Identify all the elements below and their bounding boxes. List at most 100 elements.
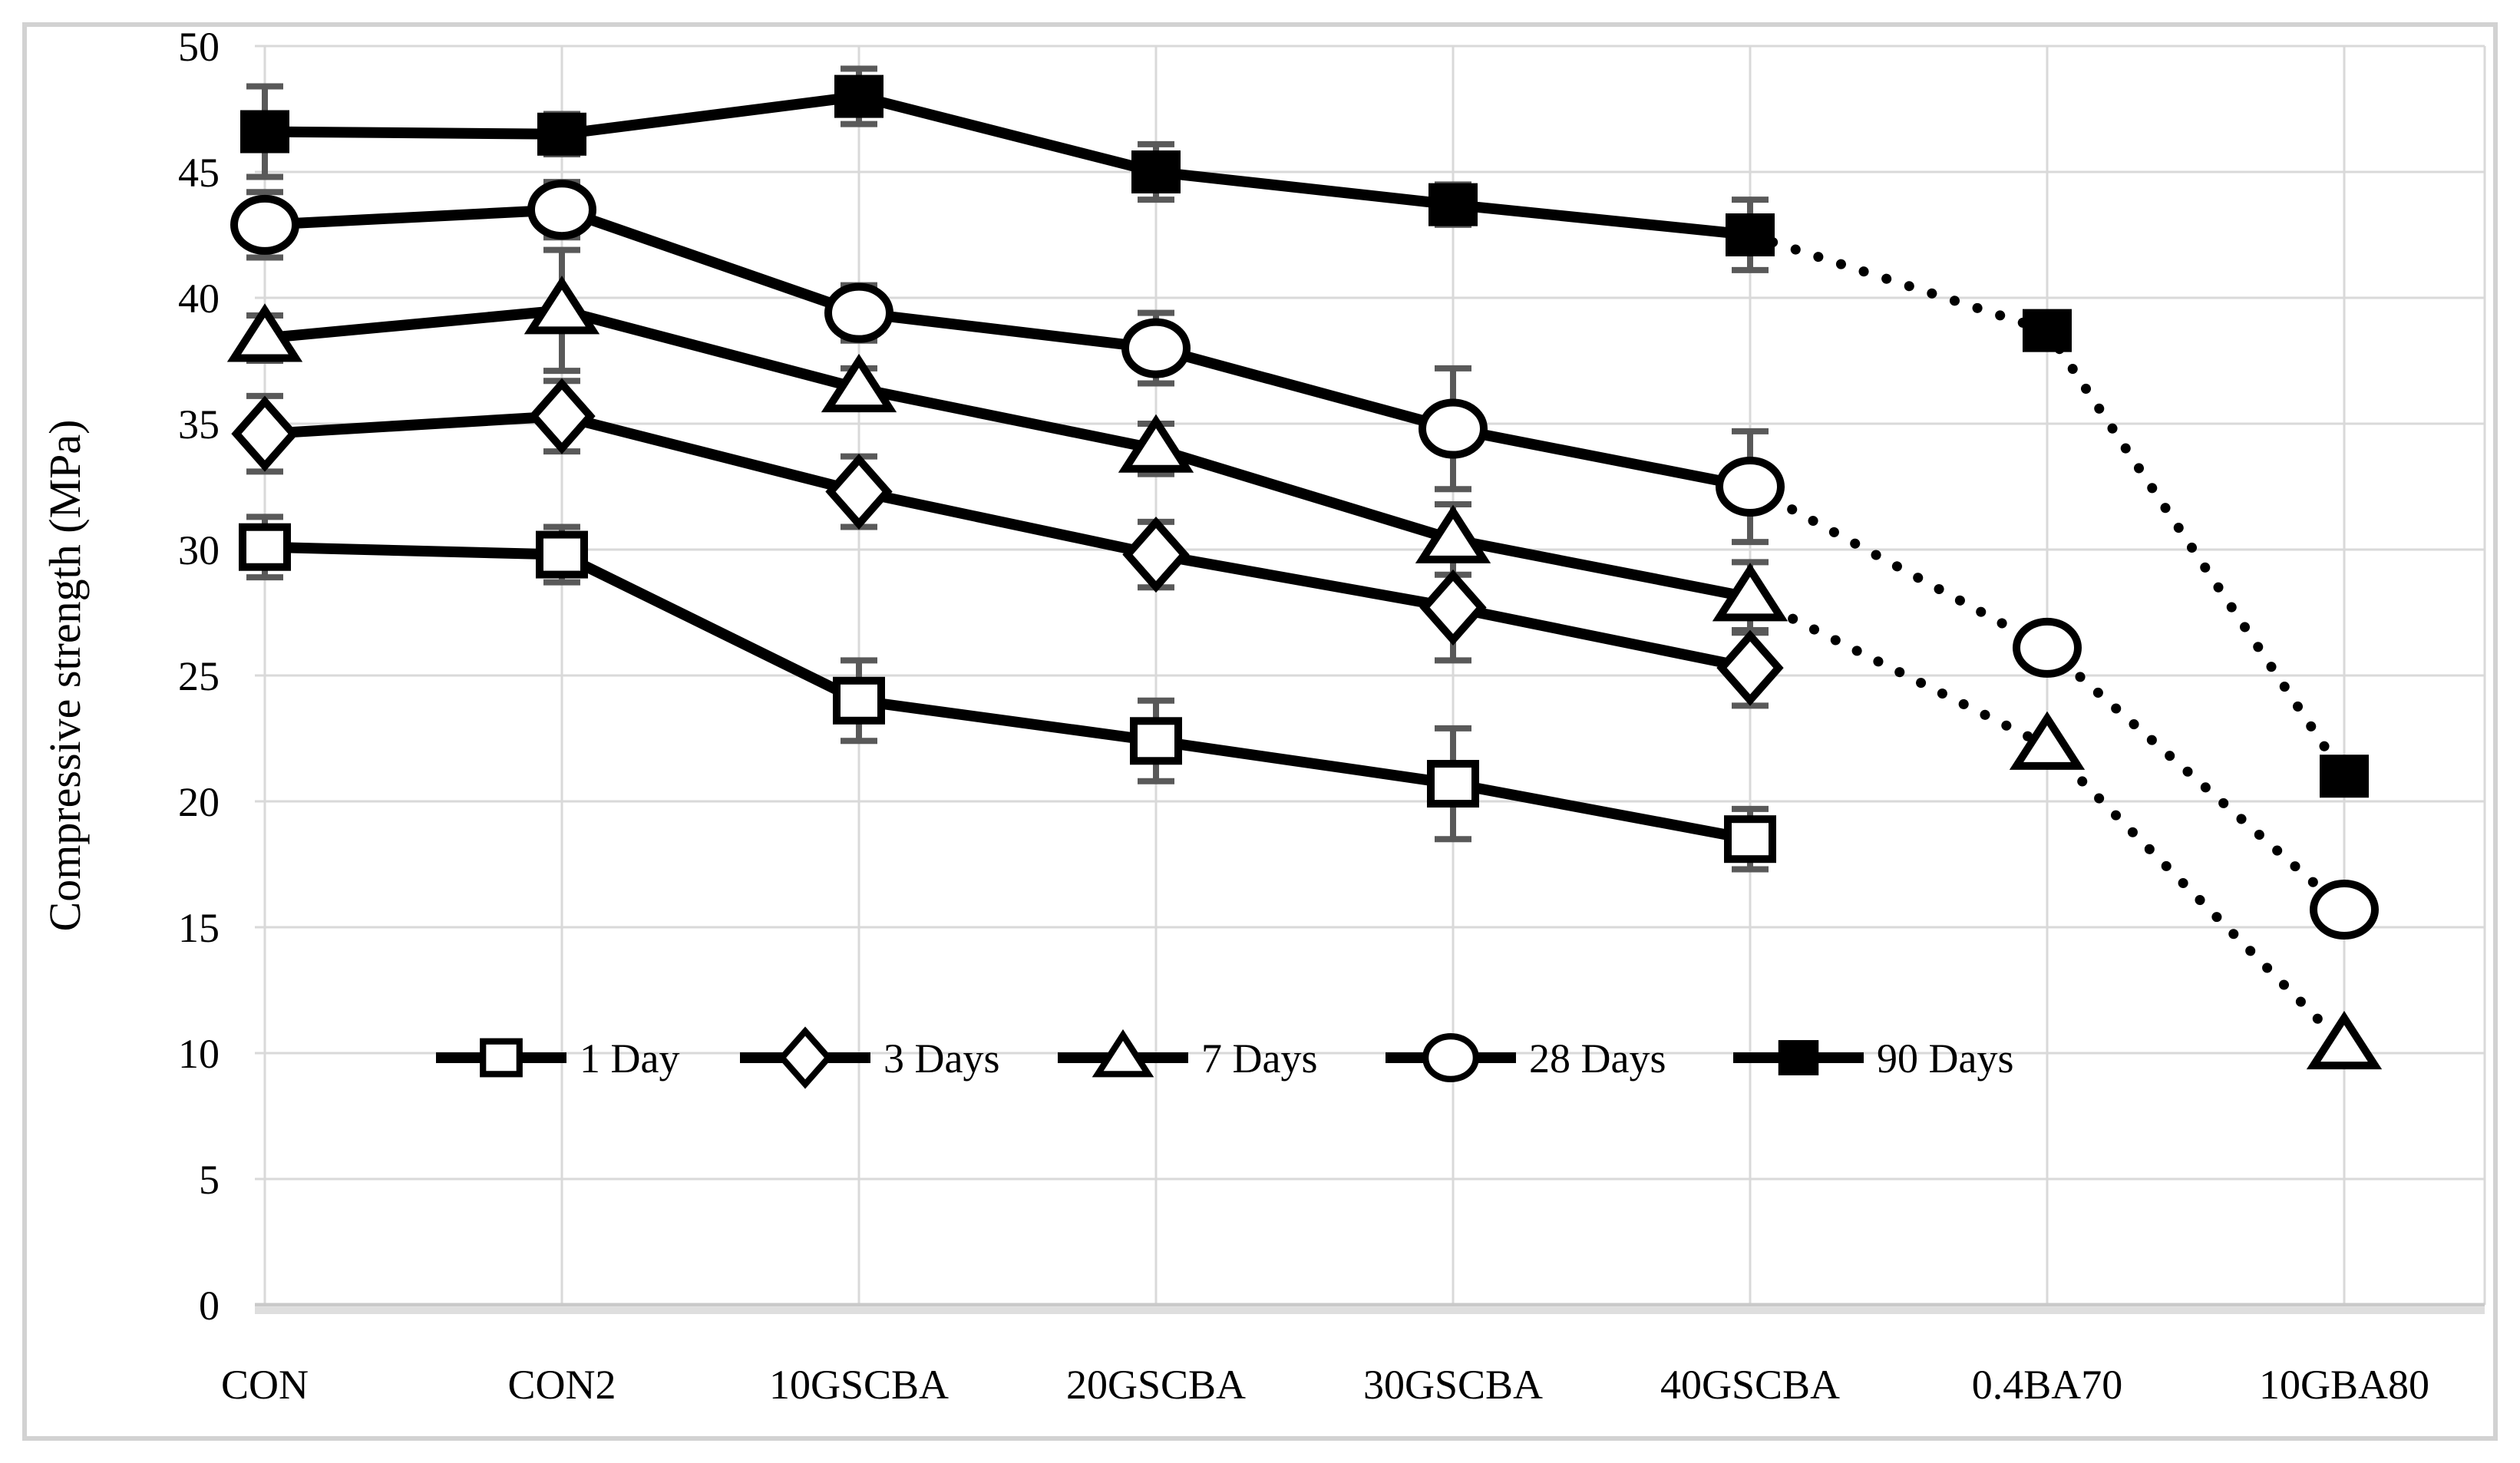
solid-segment [264, 411, 1752, 674]
data-point [2320, 755, 2369, 798]
marker-diamond-open-icon [1419, 569, 1487, 646]
y-tick-label: 10 [178, 1031, 220, 1077]
data-point [1131, 150, 1181, 193]
data-point [1121, 318, 1191, 378]
data-point [1716, 629, 1784, 706]
y-tick-label: 15 [178, 905, 220, 951]
series-line-3-days [264, 411, 1752, 674]
data-point [1122, 516, 1190, 593]
marker-square-filled-icon [1726, 213, 1775, 256]
marker-square-open-icon [833, 676, 885, 725]
legend-item-3-days: 3 Days [740, 1026, 999, 1089]
axis-lines [255, 1303, 2485, 1314]
marker-square-filled-icon [2320, 755, 2369, 798]
legend-item-7-days: 7 Days [1058, 1029, 1317, 1082]
marker-triangle-open-icon [1712, 563, 1788, 622]
y-tick-label: 45 [178, 150, 220, 196]
marker-square-open-icon [1427, 760, 1479, 808]
marker-square-filled-icon [1778, 1040, 1819, 1075]
data-point [1130, 717, 1182, 765]
data-point [1415, 504, 1491, 563]
x-tick-label-20gscba: 20GSCBA [1066, 1362, 1246, 1408]
marker-circle-open-icon [527, 180, 596, 240]
data-point [824, 282, 893, 343]
series-line-1-day [264, 541, 1752, 845]
marker-circle-open-icon [230, 194, 299, 255]
x-tick-label-30gscba: 30GSCBA [1363, 1362, 1543, 1408]
legend: 1 Day 3 Days 7 Days 28 Days 90 Days [436, 1026, 2013, 1089]
marker-triangle-open-icon [821, 353, 897, 413]
marker-square-open-icon [239, 523, 291, 571]
data-point [1726, 213, 1775, 256]
data-point [2013, 617, 2082, 678]
legend-label: 28 Days [1529, 1035, 1666, 1082]
data-point [825, 453, 893, 530]
legend-label: 90 Days [1877, 1035, 2013, 1082]
data-point [1716, 457, 1785, 517]
marker-circle-open-icon [1716, 457, 1785, 517]
marker-triangle-open-icon [523, 276, 600, 335]
data-point [226, 303, 303, 362]
data-point [523, 276, 600, 335]
marker-diamond-open-icon [528, 378, 596, 454]
marker-triangle-open-icon [1092, 1029, 1154, 1078]
data-point [240, 110, 289, 154]
marker-diamond-open-icon [231, 395, 299, 472]
data-point [2023, 309, 2072, 352]
marker-square-filled-icon [834, 74, 883, 118]
data-point [1428, 183, 1478, 226]
marker-square-filled-icon [240, 110, 289, 154]
legend-item-90-days: 90 Days [1733, 1035, 2013, 1082]
series-markers-1-day [239, 523, 1776, 864]
data-point [1427, 760, 1479, 808]
data-point [230, 194, 299, 255]
x-axis-shadow [255, 1307, 2485, 1314]
data-point [239, 523, 291, 571]
data-point [527, 180, 596, 240]
x-tick-label-con2: CON2 [507, 1362, 616, 1408]
x-axis-tick-labels: CON CON2 10GSCBA 20GSCBA 30GSCBA 40GSCBA 0.4BA… [221, 1362, 2429, 1408]
marker-circle-open-icon [824, 282, 893, 343]
series-markers-28-days [230, 180, 2379, 940]
marker-diamond-open-icon [1122, 516, 1190, 593]
data-point [1419, 398, 1488, 459]
marker-square-open-icon [536, 530, 588, 579]
marker-square-filled-icon [2023, 309, 2072, 352]
solid-segment [264, 541, 1752, 845]
data-point [834, 74, 883, 118]
x-tick-label-10gba80: 10GBA80 [2259, 1362, 2429, 1408]
legend-item-28-days: 28 Days [1386, 1033, 1666, 1082]
marker-square-open-icon [1724, 815, 1776, 864]
legend-label: 3 Days [883, 1035, 999, 1082]
y-tick-label: 40 [178, 276, 220, 322]
marker-triangle-open-icon [226, 303, 303, 362]
x-tick-label-04ba70: 0.4BA70 [1972, 1362, 2123, 1408]
y-axis-tick-labels: 0 5 10 15 20 25 30 35 40 45 50 [178, 24, 220, 1329]
solid-segment [264, 305, 1752, 603]
figure-border [22, 22, 2498, 1441]
legend-label: 7 Days [1201, 1035, 1317, 1082]
data-point [231, 395, 299, 472]
y-axis-title: Compressive strength (MPa) [40, 420, 90, 932]
y-tick-label: 25 [178, 653, 220, 699]
legend-item-1-day: 1 Day [436, 1035, 679, 1082]
data-point [528, 378, 596, 454]
marker-square-filled-icon [537, 112, 586, 156]
marker-square-open-icon [1130, 717, 1182, 765]
marker-diamond-open-icon [825, 453, 893, 530]
data-point [1712, 563, 1788, 622]
series-markers-3-days [231, 378, 1784, 706]
y-tick-label: 30 [178, 527, 220, 573]
marker-triangle-open-icon [1118, 414, 1194, 473]
data-point [833, 676, 885, 725]
marker-circle-open-icon [2310, 880, 2379, 940]
series-markers-90-days [240, 74, 2369, 798]
marker-circle-open-icon [1419, 398, 1488, 459]
x-tick-label-con: CON [221, 1362, 309, 1408]
marker-diamond-open-icon [1716, 629, 1784, 706]
marker-triangle-open-icon [1415, 504, 1491, 563]
marker-circle-open-icon [1422, 1033, 1479, 1082]
